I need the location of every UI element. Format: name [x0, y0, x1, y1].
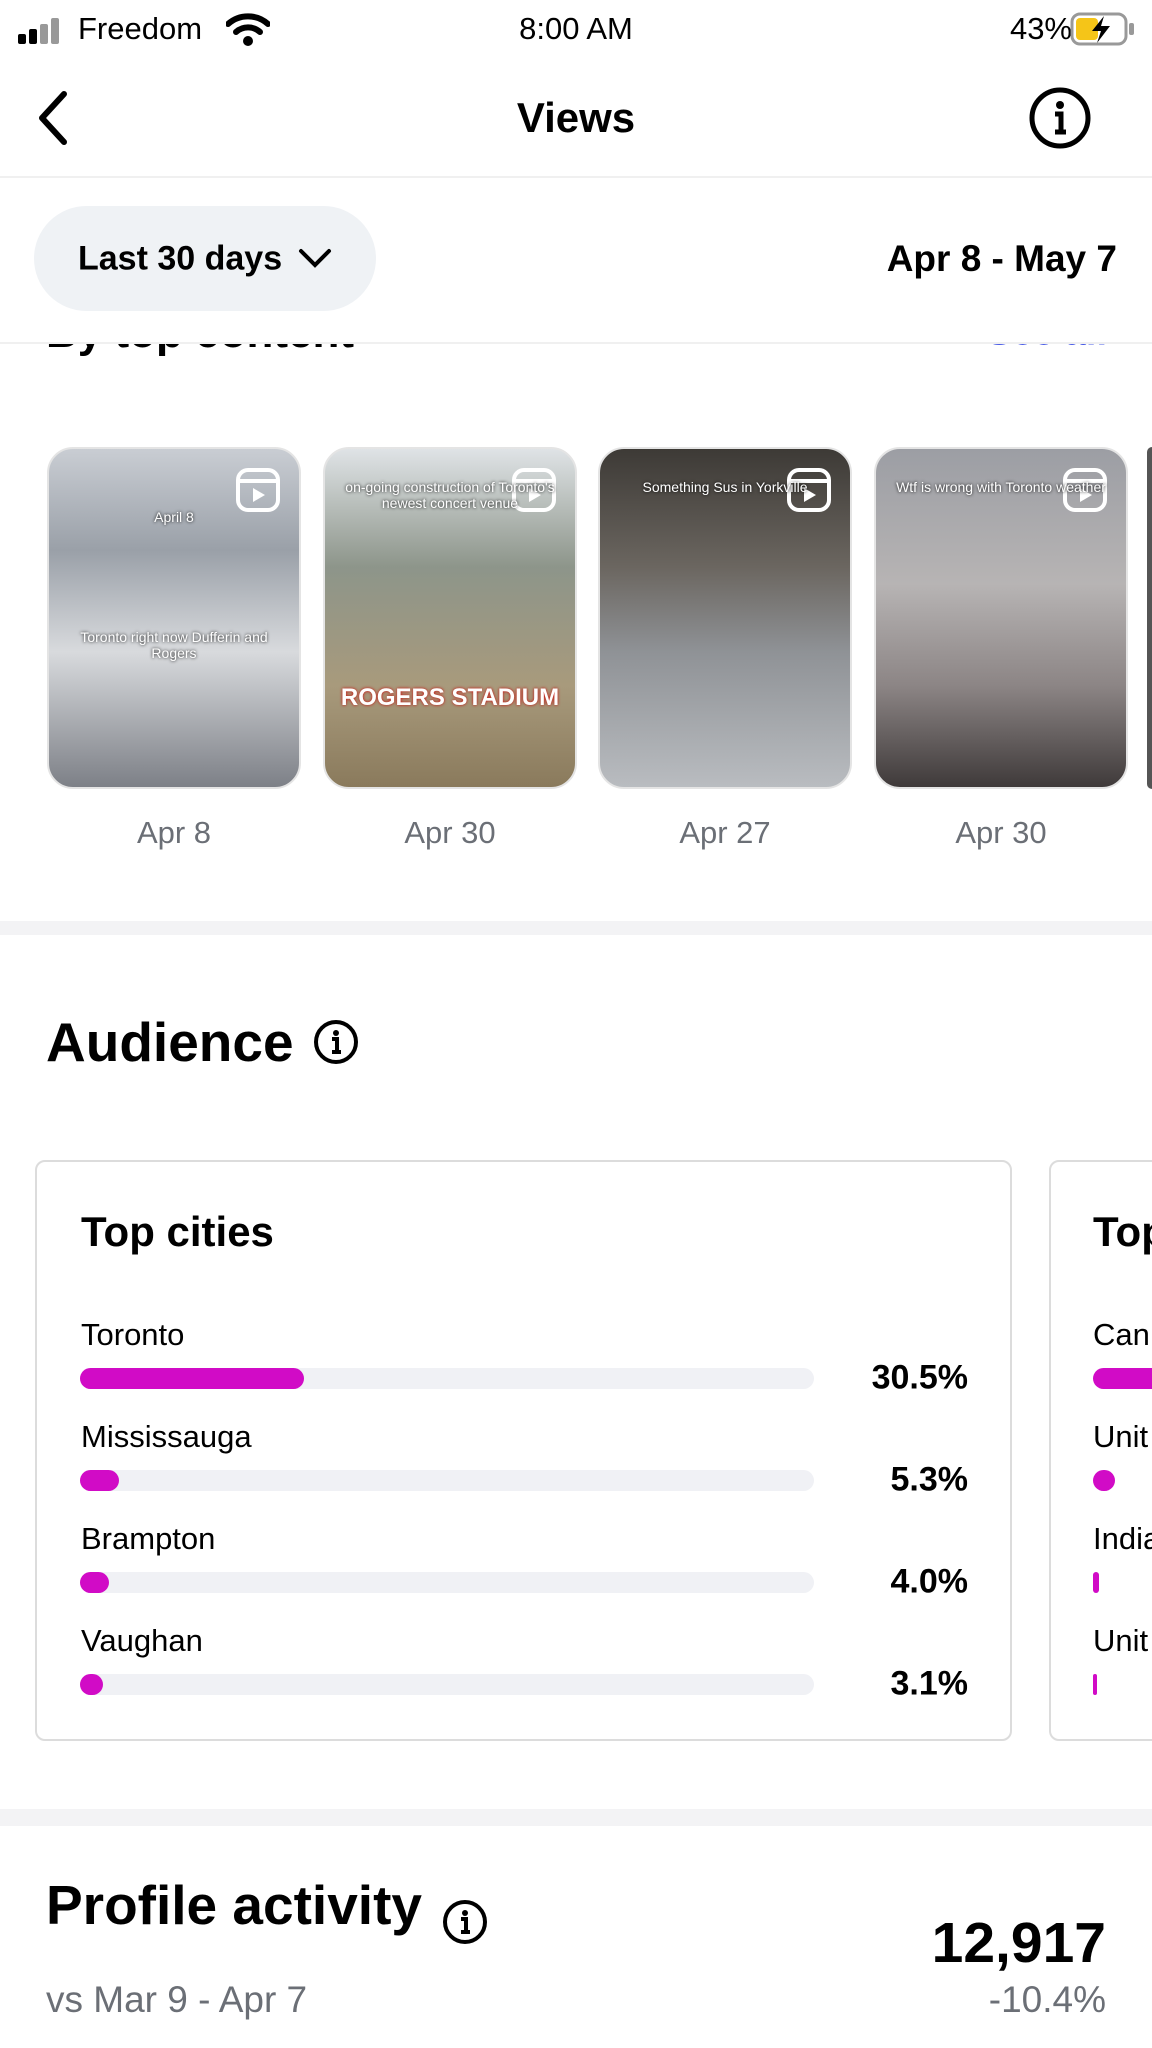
date-range: Apr 8 - May 7 — [886, 238, 1117, 279]
video-date: Apr 30 — [955, 815, 1047, 850]
range-filter[interactable]: Last 30 days — [34, 206, 376, 311]
reel-icon — [1063, 468, 1107, 512]
bar-track — [80, 1674, 814, 1695]
thumbnail-caption: April 8 — [154, 509, 194, 525]
back-button[interactable] — [34, 90, 74, 146]
section-title: Audience — [46, 1011, 294, 1073]
country-bar — [1093, 1572, 1099, 1593]
reel-icon — [787, 468, 831, 512]
video-date: Apr 30 — [404, 815, 496, 850]
battery-icon — [1070, 12, 1134, 46]
city-percent: 4.0% — [890, 1562, 969, 1601]
change: -10.4% — [988, 1979, 1106, 2020]
city-name: Toronto — [81, 1317, 185, 1352]
video-date: Apr 8 — [136, 815, 212, 850]
city-percent: 30.5% — [871, 1358, 968, 1397]
thumbnail-caption: ROGERS STADIUM — [340, 684, 560, 711]
carrier: Freedom — [78, 11, 203, 46]
clock: 8:00 AM — [519, 11, 633, 46]
page-title: Views — [516, 94, 636, 141]
info-button[interactable] — [1028, 86, 1092, 150]
card-title: Top — [1093, 1208, 1152, 1255]
top-cities-card: Top cities Toronto 30.5% Mississauga 5.3% Br… — [35, 1160, 1012, 1741]
thumbnail-caption: Toronto right now Dufferin and Rogers — [80, 629, 268, 661]
reel-icon — [236, 468, 280, 512]
comparison-period: vs Mar 9 - Apr 7 — [46, 1979, 308, 2020]
card-title: Top cities — [81, 1208, 274, 1255]
video-thumbnail[interactable]: Something Sus in Yorkville144K — [598, 447, 852, 789]
section-separator — [0, 921, 1152, 935]
city-percent: 3.1% — [890, 1664, 969, 1703]
info-button[interactable] — [442, 1899, 488, 1945]
city-name: Vaughan — [81, 1623, 203, 1658]
signal-icon — [18, 18, 59, 44]
video-thumbnail[interactable]: Wtf is wrong with Toronto weather130K — [874, 447, 1128, 789]
wifi-icon — [226, 13, 270, 46]
video-date: Apr 27 — [679, 815, 771, 850]
city-percent: 5.3% — [890, 1460, 969, 1499]
divider — [0, 176, 1152, 178]
city-name: Brampton — [81, 1521, 216, 1556]
top-countries-card: Top Can Unit India Unit — [1049, 1160, 1152, 1741]
bar-track — [80, 1572, 814, 1593]
country-name: Unit — [1093, 1419, 1149, 1454]
profile-activity-total: 12,917 — [931, 1911, 1106, 1975]
city-bar — [80, 1470, 119, 1491]
country-bar — [1093, 1368, 1152, 1389]
city-bar — [80, 1674, 103, 1695]
thumbnail-caption: on-going construction of Toronto's newes… — [345, 479, 555, 511]
country-name: Can — [1093, 1317, 1150, 1352]
video-thumbnail[interactable]: April 8 Toronto right now Dufferin and Ro… — [47, 447, 301, 789]
section-separator — [0, 1809, 1152, 1826]
range-label: Last 30 days — [78, 239, 283, 278]
chevron-down — [299, 249, 331, 268]
country-name: India — [1093, 1521, 1152, 1556]
country-name: Unit — [1093, 1623, 1149, 1658]
thumbnail-caption: Something Sus in Yorkville — [642, 479, 808, 495]
reel-icon — [512, 468, 556, 512]
battery-level: 43% — [1009, 11, 1072, 46]
thumbnail-caption: Wtf is wrong with Toronto weather — [896, 479, 1106, 495]
city-bar — [80, 1368, 304, 1389]
city-name: Mississauga — [81, 1419, 252, 1454]
section-title: Profile activity — [46, 1874, 422, 1936]
country-bar — [1093, 1674, 1097, 1695]
video-thumbnail[interactable]: on-going construction of Toronto's newes… — [323, 447, 577, 789]
bar-track — [80, 1470, 814, 1491]
country-bar — [1093, 1470, 1115, 1491]
city-bar — [80, 1572, 110, 1593]
video-thumbnail-partial[interactable] — [1147, 447, 1152, 789]
header: Freedom 8:00 AM 43% Views Last 30 days A… — [0, 0, 1152, 344]
info-button[interactable] — [313, 1019, 359, 1065]
